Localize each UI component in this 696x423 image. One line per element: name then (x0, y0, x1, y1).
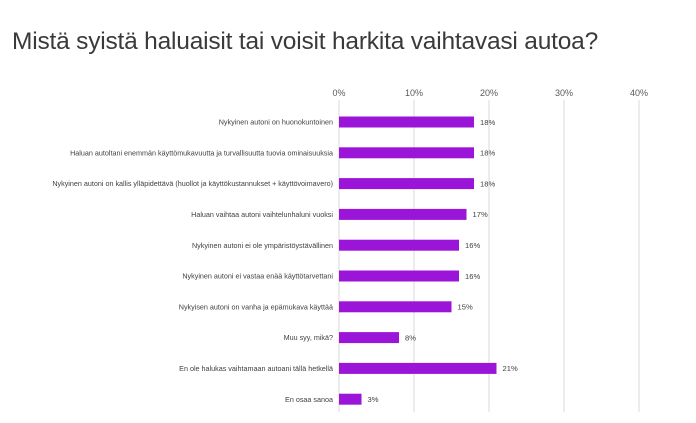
bar (339, 116, 474, 128)
value-label: 18% (480, 179, 495, 188)
value-label: 18% (480, 118, 495, 127)
category-label: En osaa sanoa (285, 395, 333, 404)
value-label: 17% (473, 210, 488, 219)
category-label: Nykyinen autoni on kallis ylläpidettävä … (52, 179, 333, 188)
x-tick-label: 20% (480, 88, 498, 98)
category-label: Haluan vaihtaa autoni vaihtelunhaluni vu… (191, 210, 333, 219)
x-tick-label: 30% (555, 88, 573, 98)
bar (339, 301, 452, 313)
value-label: 18% (480, 149, 495, 158)
category-label: Nykyisen autoni on vanha ja epämukava kä… (179, 302, 333, 311)
bar (339, 270, 459, 282)
category-label: Nykyinen autoni ei ole ympäristöystäväll… (192, 241, 333, 250)
category-label: Muu syy, mikä? (284, 333, 333, 342)
bar (339, 178, 474, 190)
chart-title: Mistä syistä haluaisit tai voisit harkit… (12, 28, 599, 55)
category-label: En ole halukas vaihtamaan autoani tällä … (179, 364, 333, 373)
bar (339, 362, 497, 374)
bar (339, 208, 467, 220)
category-label: Nykyinen autoni on huonokuntoinen (219, 118, 333, 127)
x-tick-label: 40% (630, 88, 648, 98)
value-label: 3% (368, 395, 379, 404)
category-label: Haluan autoltani enemmän käyttömukavuutt… (70, 148, 333, 157)
x-tick-label: 10% (405, 88, 423, 98)
bar (339, 147, 474, 159)
category-label: Nykyinen autoni ei vastaa enää käyttötar… (182, 272, 333, 281)
value-label: 21% (503, 364, 518, 373)
value-label: 15% (458, 303, 473, 312)
bar (339, 332, 399, 344)
value-label: 16% (465, 272, 480, 281)
value-label: 8% (405, 333, 416, 342)
x-tick-label: 0% (332, 88, 345, 98)
bar (339, 239, 459, 251)
value-label: 16% (465, 241, 480, 250)
bar (339, 393, 362, 405)
